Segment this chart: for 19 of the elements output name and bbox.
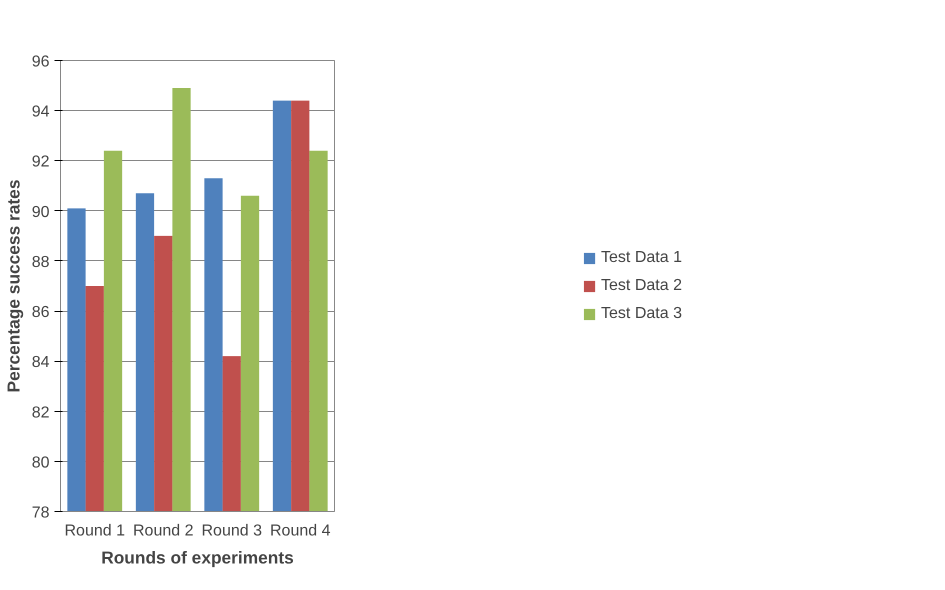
y-tick-label: 90 <box>32 204 50 221</box>
y-tick-label: 92 <box>32 154 50 171</box>
y-axis-title: Percentage success rates <box>4 180 24 392</box>
y-tick-label: 78 <box>32 504 50 522</box>
y-tick-label: 80 <box>32 454 50 472</box>
x-tick-label: Round 2 <box>133 522 194 540</box>
legend-label: Test Data 1 <box>601 248 682 266</box>
legend-label: Test Data 2 <box>601 276 682 294</box>
x-axis-title: Rounds of experiments <box>101 548 294 568</box>
y-tick-label: 96 <box>32 54 50 70</box>
x-tick-label: Round 4 <box>270 522 331 540</box>
y-tick-label: 94 <box>32 104 50 121</box>
y-tick-label: 82 <box>32 404 50 422</box>
y-tick-label: 84 <box>32 354 50 372</box>
legend-label: Test Data 3 <box>601 304 682 322</box>
y-tick-label: 86 <box>32 304 50 322</box>
x-tick-label: Round 3 <box>202 522 262 540</box>
y-tick-label: 88 <box>32 254 50 271</box>
x-tick-label: Round 1 <box>64 522 126 540</box>
